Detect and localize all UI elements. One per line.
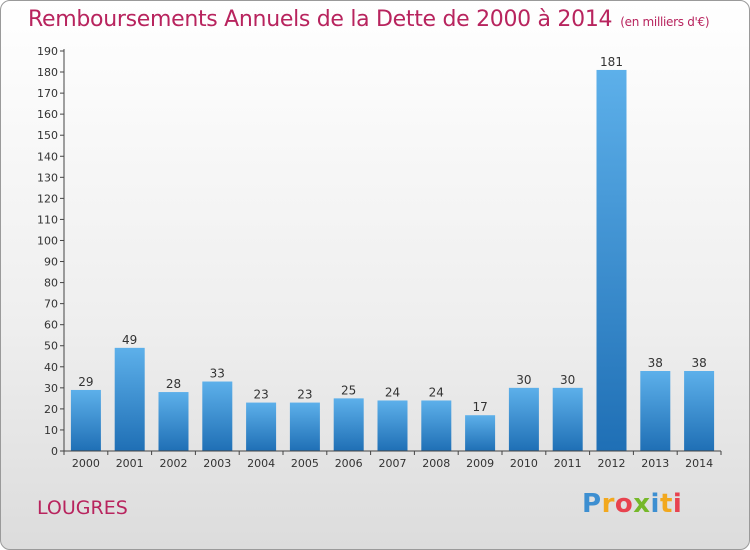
bar-value-label: 23	[297, 388, 312, 402]
bar-value-label: 17	[472, 400, 487, 414]
bar-value-label: 30	[560, 373, 575, 387]
bar	[552, 387, 583, 451]
y-tick-label: 180	[37, 66, 58, 79]
proxiti-logo: Proxiti	[582, 489, 683, 519]
y-tick-label: 160	[37, 108, 58, 121]
x-tick-label: 2008	[422, 457, 450, 470]
y-tick-label: 40	[44, 361, 58, 374]
bar-value-label: 24	[385, 385, 400, 399]
y-tick-label: 190	[37, 45, 58, 58]
bar	[596, 69, 627, 452]
x-tick-label: 2011	[554, 457, 582, 470]
bar-value-label: 23	[253, 388, 268, 402]
y-tick-label: 10	[44, 424, 58, 437]
y-tick-label: 120	[37, 192, 58, 205]
bar-value-label: 181	[600, 55, 623, 69]
bar	[377, 400, 408, 451]
x-tick-label: 2004	[247, 457, 275, 470]
bar-value-label: 30	[516, 373, 531, 387]
y-tick-label: 100	[37, 234, 58, 247]
bar	[684, 371, 715, 451]
x-tick-label: 2014	[685, 457, 713, 470]
x-tick-label: 2010	[510, 457, 538, 470]
x-tick-label: 2001	[116, 457, 144, 470]
y-tick-label: 130	[37, 171, 58, 184]
bar	[70, 389, 101, 451]
bar	[114, 347, 145, 451]
x-tick-label: 2007	[379, 457, 407, 470]
bar-value-label: 38	[691, 356, 706, 370]
x-tick-label: 2012	[598, 457, 626, 470]
bar	[465, 415, 496, 451]
x-tick-label: 2005	[291, 457, 319, 470]
y-tick-label: 0	[51, 445, 58, 458]
chart-unit: (en milliers d'€)	[620, 15, 710, 29]
bar-value-label: 38	[648, 356, 663, 370]
x-tick-label: 2000	[72, 457, 100, 470]
x-tick-label: 2003	[203, 457, 231, 470]
bar	[289, 402, 320, 451]
bar	[158, 392, 189, 451]
y-tick-label: 70	[44, 298, 58, 311]
bar	[508, 387, 539, 451]
y-tick-label: 50	[44, 340, 58, 353]
y-tick-label: 140	[37, 150, 58, 163]
y-tick-label: 150	[37, 129, 58, 142]
y-tick-label: 30	[44, 382, 58, 395]
x-tick-label: 2009	[466, 457, 494, 470]
bar	[202, 381, 233, 451]
commune-name: LOUGRES	[37, 497, 128, 519]
y-tick-label: 60	[44, 319, 58, 332]
bar-value-label: 29	[78, 375, 93, 389]
y-tick-label: 90	[44, 256, 58, 269]
bar	[640, 371, 671, 451]
bar-value-label: 28	[166, 377, 181, 391]
y-tick-label: 110	[37, 213, 58, 226]
y-tick-label: 80	[44, 277, 58, 290]
x-tick-label: 2013	[641, 457, 669, 470]
y-tick-label: 20	[44, 403, 58, 416]
y-tick-label: 170	[37, 87, 58, 100]
bar-value-label: 25	[341, 383, 356, 397]
x-tick-label: 2002	[160, 457, 188, 470]
bar-value-label: 24	[429, 385, 444, 399]
bar-value-label: 33	[210, 367, 225, 381]
x-tick-label: 2006	[335, 457, 363, 470]
chart-title: Remboursements Annuels de la Dette de 20…	[28, 7, 710, 32]
bar-value-label: 49	[122, 333, 137, 347]
bar	[246, 402, 277, 451]
bar	[333, 398, 364, 451]
bar	[421, 400, 452, 451]
